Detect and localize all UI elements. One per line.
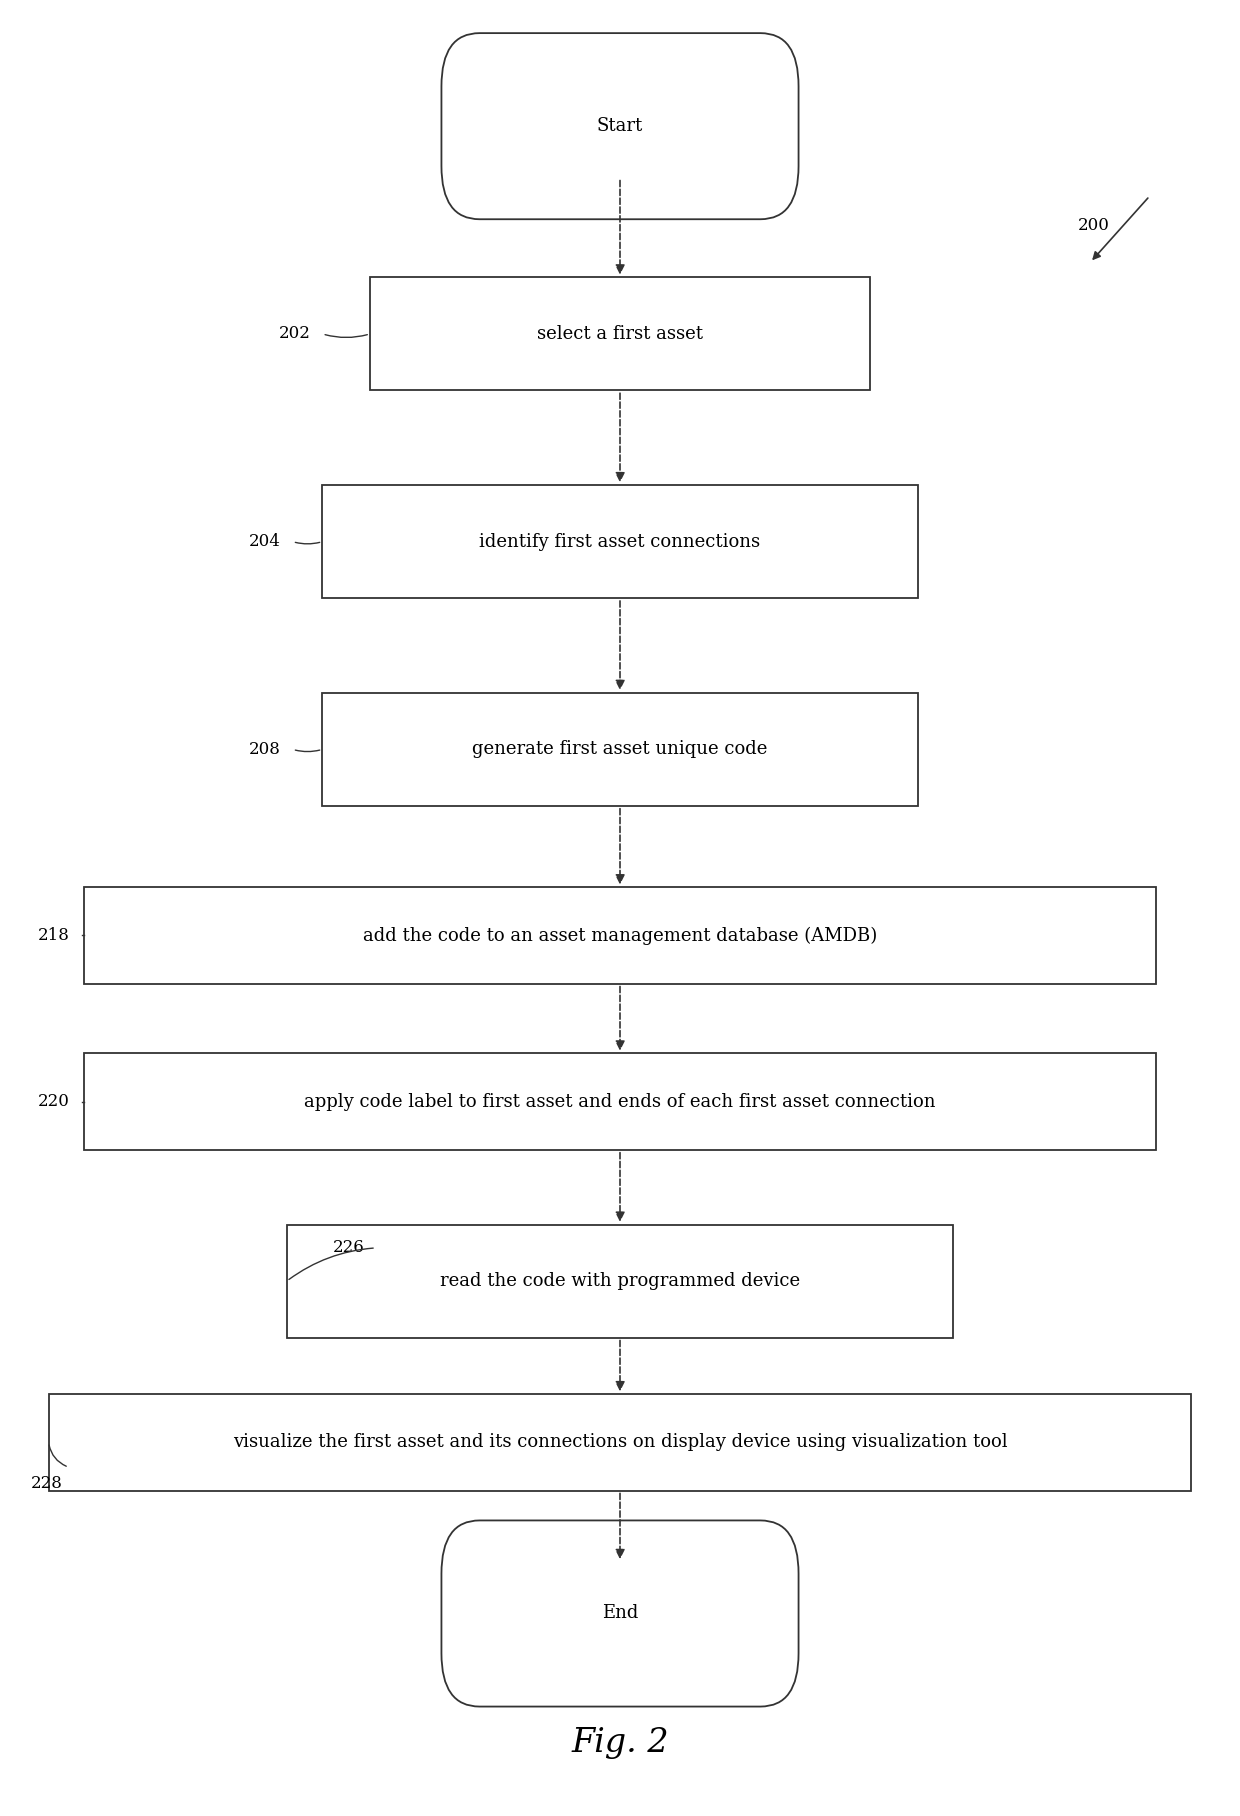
Text: 208: 208 (249, 741, 280, 757)
FancyBboxPatch shape (84, 1053, 1156, 1150)
Text: read the code with programmed device: read the code with programmed device (440, 1273, 800, 1289)
Text: add the code to an asset management database (AMDB): add the code to an asset management data… (363, 926, 877, 944)
Text: Start: Start (596, 118, 644, 134)
Text: 204: 204 (249, 534, 280, 550)
FancyBboxPatch shape (441, 33, 799, 220)
Text: 226: 226 (332, 1239, 365, 1257)
Text: 218: 218 (38, 926, 69, 944)
Text: 200: 200 (1079, 218, 1110, 234)
FancyBboxPatch shape (286, 1224, 954, 1338)
Text: identify first asset connections: identify first asset connections (480, 532, 760, 550)
Text: visualize the first asset and its connections on display device using visualizat: visualize the first asset and its connec… (233, 1433, 1007, 1451)
FancyBboxPatch shape (48, 1395, 1192, 1491)
Text: 228: 228 (31, 1475, 63, 1493)
FancyBboxPatch shape (322, 485, 918, 597)
Text: apply code label to first asset and ends of each first asset connection: apply code label to first asset and ends… (304, 1093, 936, 1111)
Text: Fig. 2: Fig. 2 (572, 1727, 668, 1760)
FancyBboxPatch shape (84, 888, 1156, 984)
Text: generate first asset unique code: generate first asset unique code (472, 741, 768, 759)
FancyBboxPatch shape (441, 1520, 799, 1707)
Text: End: End (601, 1605, 639, 1622)
Text: select a first asset: select a first asset (537, 325, 703, 343)
Text: 220: 220 (38, 1093, 69, 1110)
FancyBboxPatch shape (370, 278, 870, 390)
FancyBboxPatch shape (322, 694, 918, 806)
Text: 202: 202 (279, 325, 310, 343)
